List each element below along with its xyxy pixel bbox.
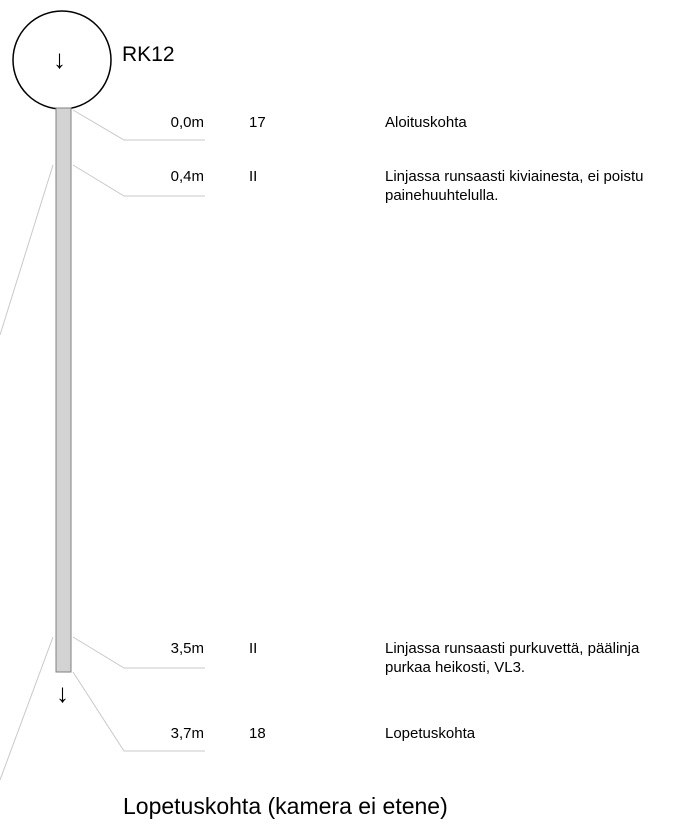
flow-direction-icon: ↓ xyxy=(53,44,66,74)
leader-line-1 xyxy=(72,164,205,197)
observation-code: II xyxy=(249,168,258,185)
well-id-label: RK12 xyxy=(122,43,175,66)
observation-description: Aloituskohta xyxy=(385,114,467,131)
pipe-end-arrow-icon: ↓ xyxy=(56,678,69,708)
leader-line-2 xyxy=(72,636,205,669)
observation-depth: 0,0m xyxy=(170,114,204,131)
observation-code: 18 xyxy=(249,725,266,742)
observation-code: II xyxy=(249,640,258,657)
observation-description: Linjassa runsaasti kiviainesta, ei poist… xyxy=(385,168,644,204)
left-marker-line-upper xyxy=(0,164,54,336)
leader-line-3 xyxy=(72,671,205,752)
observation-description: Linjassa runsaasti purkuvettä, päälinja … xyxy=(385,640,640,676)
observation-depth: 0,4m xyxy=(170,168,204,185)
left-marker-line-lower xyxy=(0,636,54,781)
observation-description: Lopetuskohta xyxy=(385,725,476,742)
leader-line-0 xyxy=(72,109,205,141)
end-reason-label: Lopetuskohta (kamera ei etene) xyxy=(123,793,448,819)
observation-depth: 3,5m xyxy=(170,640,204,657)
pipe-segment xyxy=(55,107,72,673)
observation-code: 17 xyxy=(249,114,266,131)
observation-depth: 3,7m xyxy=(170,725,204,742)
